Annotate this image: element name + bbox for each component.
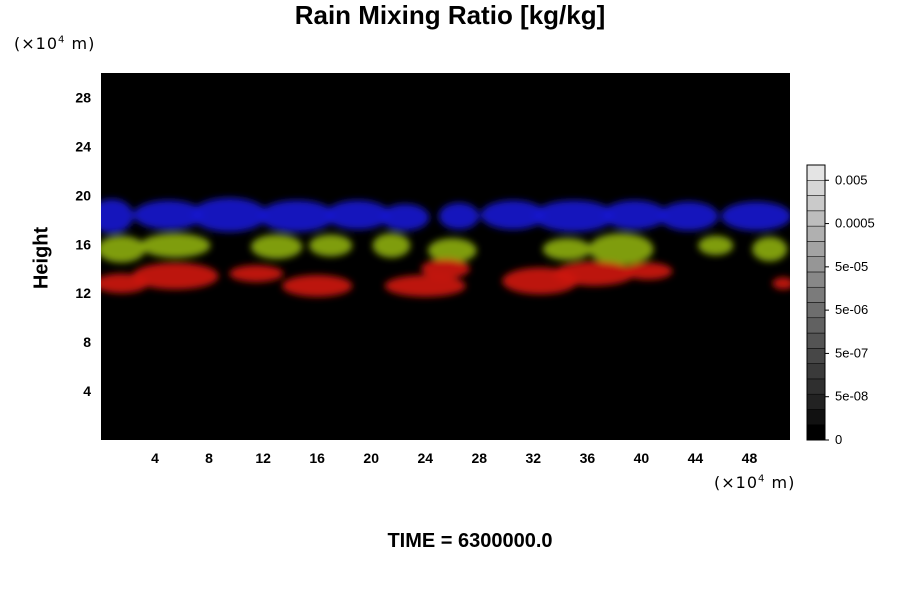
field-blob	[480, 200, 546, 230]
colorbar-label: 5e-07	[835, 345, 868, 360]
x-tick-label: 12	[255, 450, 271, 466]
field-blob	[658, 201, 719, 231]
colorbar-segment	[806, 393, 826, 410]
y-tick-label: 24	[75, 138, 91, 154]
colorbar-segment	[806, 210, 826, 227]
x-tick-label: 8	[205, 450, 213, 466]
field-blob	[325, 200, 391, 230]
colorbar-segment	[806, 164, 826, 181]
colorbar-segment	[806, 180, 826, 196]
field-blob	[259, 200, 335, 233]
colorbar-segment	[806, 363, 826, 380]
field-layer	[101, 258, 790, 297]
colorbar-label: 5e-08	[835, 389, 868, 404]
field-blob	[542, 238, 592, 261]
x-tick-label: 32	[526, 450, 542, 466]
x-tick-label: 44	[688, 450, 704, 466]
field-blob	[384, 274, 466, 297]
field-blob	[772, 277, 790, 290]
field-blob	[602, 200, 668, 230]
field-blob	[250, 234, 303, 259]
field-blob	[101, 235, 146, 263]
field-blob	[698, 235, 734, 256]
field-blob	[553, 261, 635, 286]
x-tick-label: 40	[634, 450, 650, 466]
colorbar-frame	[806, 164, 826, 441]
colorbar-label: 5e-05	[835, 259, 868, 274]
colorbar-label: 5e-06	[835, 302, 868, 317]
y-tick-label: 16	[75, 236, 91, 252]
x-tick-label: 4	[151, 450, 159, 466]
field-blob	[133, 200, 204, 230]
colorbar-label: 0.0005	[835, 216, 875, 231]
colorbar-segment	[806, 332, 826, 349]
colorbar-segment	[806, 195, 826, 212]
y-tick-label: 8	[83, 334, 91, 350]
colorbar-label: 0	[835, 432, 842, 447]
colorbar-segment	[806, 378, 826, 395]
field-layers	[101, 197, 790, 297]
chart-title: Rain Mixing Ratio [kg/kg]	[294, 0, 606, 30]
colorbar-segment	[806, 302, 826, 319]
colorbar-segment	[806, 256, 826, 273]
colorbar-segment	[806, 225, 826, 242]
field-layer	[101, 197, 790, 234]
y-tick-label: 12	[75, 285, 91, 301]
colorbar-segment	[806, 286, 826, 303]
field-blob	[132, 262, 219, 290]
x-tick-label: 36	[580, 450, 596, 466]
colorbar-label: 0.005	[835, 172, 868, 187]
x-axis-unit: (×104 m)	[714, 473, 796, 492]
field-blob	[101, 199, 134, 234]
field-blob	[427, 238, 477, 263]
field-blob	[623, 262, 673, 280]
field-blob	[533, 200, 615, 233]
x-tick-label: 16	[309, 450, 325, 466]
field-blob	[191, 197, 268, 233]
field-blob	[140, 233, 211, 258]
field-blob	[588, 233, 654, 266]
colorbar-segment	[806, 409, 826, 425]
field-blob	[372, 233, 411, 258]
x-tick-label: 48	[742, 450, 758, 466]
field-blob	[309, 234, 353, 257]
colorbar-segment	[806, 271, 826, 288]
field-layer	[101, 233, 788, 266]
x-tick-label: 20	[363, 450, 379, 466]
colorbar-segment	[806, 317, 826, 334]
field-blob	[282, 274, 353, 297]
field-blob	[421, 258, 470, 279]
colorbar-segment	[806, 241, 826, 257]
x-tick-label: 24	[417, 450, 433, 466]
field-blob	[721, 201, 790, 231]
y-tick-label: 28	[75, 89, 91, 105]
field-blob	[380, 203, 430, 231]
y-axis-unit: (×104 m)	[14, 34, 96, 53]
colorbar-segment	[806, 348, 826, 364]
y-tick-label: 4	[83, 383, 91, 399]
y-tick-label: 20	[75, 187, 91, 203]
time-label: TIME = 6300000.0	[387, 530, 553, 552]
field-blob	[229, 265, 284, 283]
field-blob	[438, 202, 480, 230]
colorbar-segment	[806, 424, 826, 441]
x-tick-label: 28	[471, 450, 487, 466]
field-blob	[752, 236, 788, 262]
